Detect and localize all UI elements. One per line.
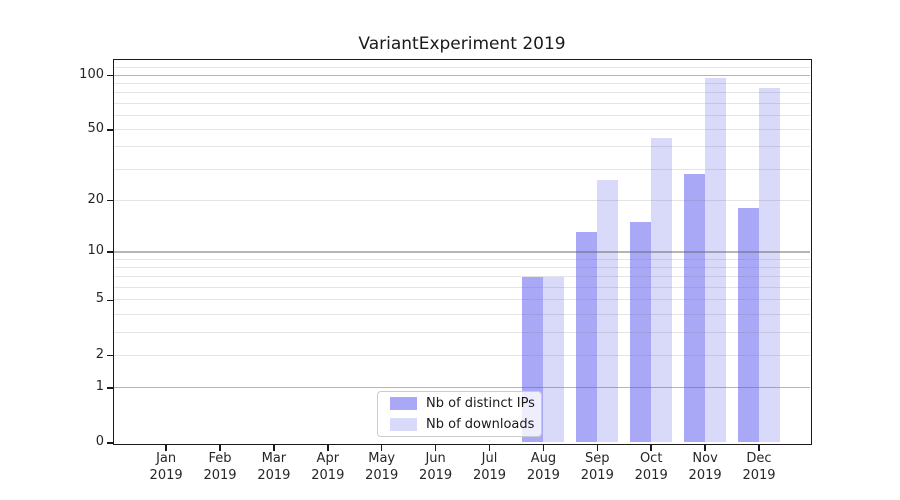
y-tick-label-50: 50 xyxy=(87,121,104,137)
x-tick-label-apr: Apr 2019 xyxy=(311,451,345,483)
grid-line-100 xyxy=(113,74,810,77)
bar-ips-dec xyxy=(737,208,759,443)
grid-line-10 xyxy=(113,251,810,253)
grid-line-80 xyxy=(113,92,810,94)
y-tick-label-0: 0 xyxy=(95,434,104,449)
grid-line-1 xyxy=(113,386,810,389)
y-tick-label-100: 100 xyxy=(79,66,104,82)
x-tick-label-nov: Nov 2019 xyxy=(688,451,722,483)
y-tick-mark xyxy=(107,251,114,253)
x-tick-label-aug: Aug 2019 xyxy=(526,451,560,483)
x-tick-label-feb: Feb 2019 xyxy=(203,451,237,483)
grid-line-70 xyxy=(113,102,810,104)
bar-downloads-dec xyxy=(758,87,780,443)
y-tick-mark xyxy=(107,199,114,202)
legend-label-distinct-ips: Nb of distinct IPs xyxy=(426,396,535,411)
x-tick-label-may: May 2019 xyxy=(365,451,399,483)
grid-line-30 xyxy=(113,168,810,170)
legend-item-downloads: Nb of downloads xyxy=(390,416,541,433)
grid-line-110 xyxy=(113,67,810,69)
legend-item-distinct-ips: Nb of distinct IPs xyxy=(390,395,541,412)
y-tick-label-2: 2 xyxy=(95,346,104,362)
grid-line-6 xyxy=(113,287,810,289)
x-tick-mark xyxy=(273,444,275,451)
y-tick-mark xyxy=(107,129,114,131)
plot-area xyxy=(112,58,812,445)
x-tick-label-mar: Mar 2019 xyxy=(257,451,291,483)
x-tick-mark xyxy=(488,444,491,451)
x-tick-label-jun: Jun 2019 xyxy=(419,451,453,483)
bar-ips-oct xyxy=(629,221,651,443)
grid-line-5 xyxy=(113,299,810,301)
x-tick-mark xyxy=(165,444,167,451)
x-tick-mark xyxy=(380,444,383,451)
plot-inner xyxy=(113,60,810,443)
x-tick-mark xyxy=(650,444,652,451)
grid-line-3 xyxy=(113,331,810,333)
chart-title: VariantExperiment 2019 xyxy=(358,34,566,54)
x-tick-mark xyxy=(758,444,760,451)
bar-downloads-nov xyxy=(704,77,726,443)
grid-line-2 xyxy=(113,354,810,356)
bar-ips-sep xyxy=(575,232,597,443)
bar-downloads-oct xyxy=(650,137,672,443)
grid-line-90 xyxy=(113,82,810,84)
legend: Nb of distinct IPs Nb of downloads xyxy=(377,391,542,437)
y-tick-label-20: 20 xyxy=(87,191,104,207)
y-tick-label-10: 10 xyxy=(87,243,104,259)
y-tick-mark xyxy=(107,74,114,77)
x-tick-label-jul: Jul 2019 xyxy=(472,451,507,483)
grid-line-4 xyxy=(113,313,810,315)
y-tick-mark xyxy=(107,354,114,357)
x-tick-mark xyxy=(596,444,599,451)
x-tick-mark xyxy=(219,444,221,451)
grid-line-7 xyxy=(113,276,810,278)
grid-line-60 xyxy=(113,114,810,116)
x-tick-label-oct: Oct 2019 xyxy=(634,451,668,483)
legend-swatch-downloads xyxy=(390,418,417,431)
legend-label-downloads: Nb of downloads xyxy=(426,417,535,432)
bar-ips-nov xyxy=(683,174,705,443)
x-tick-mark xyxy=(542,444,545,451)
grid-line-8 xyxy=(113,267,810,269)
grid-line-9 xyxy=(113,258,810,260)
legend-swatch-distinct-ips xyxy=(390,397,417,410)
x-tick-label-jan: Jan 2019 xyxy=(149,451,183,483)
grid-line-50 xyxy=(113,129,810,131)
x-tick-mark xyxy=(327,444,329,451)
x-tick-mark xyxy=(434,444,437,451)
y-tick-label-1: 1 xyxy=(95,378,104,394)
x-tick-mark xyxy=(704,444,706,451)
x-tick-label-dec: Dec 2019 xyxy=(742,451,776,483)
y-tick-label-5: 5 xyxy=(95,291,104,307)
x-tick-label-sep: Sep 2019 xyxy=(580,451,614,483)
grid-line-20 xyxy=(113,199,810,201)
y-tick-mark xyxy=(107,299,114,302)
y-tick-mark xyxy=(107,442,114,444)
grid-line-40 xyxy=(113,146,810,148)
y-tick-mark xyxy=(107,387,114,389)
bar-downloads-aug xyxy=(542,276,564,443)
bar-downloads-sep xyxy=(596,180,618,443)
